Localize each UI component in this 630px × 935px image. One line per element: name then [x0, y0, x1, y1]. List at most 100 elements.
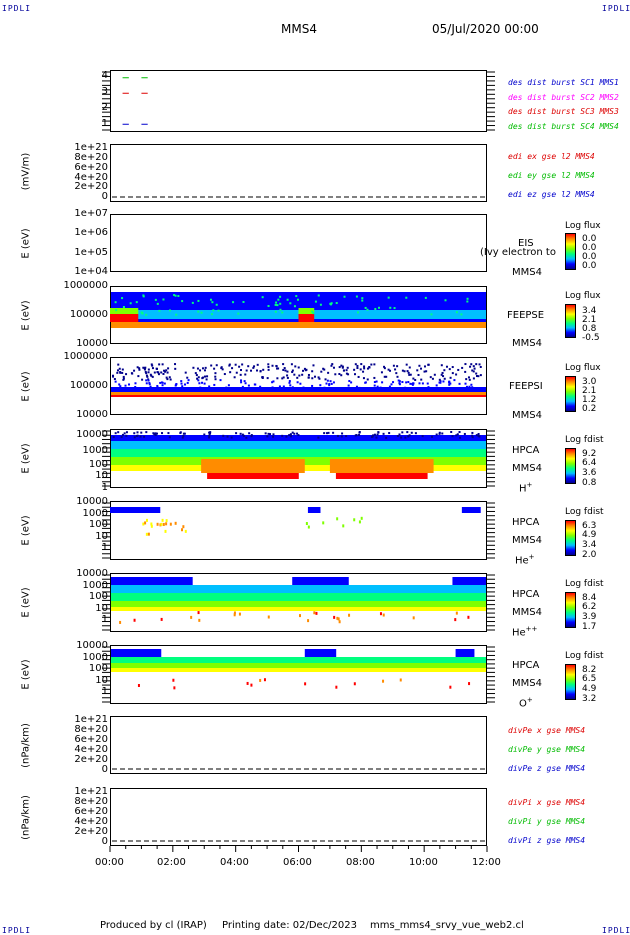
feepsi-speckle	[347, 384, 350, 387]
hpca-h-hot-region	[335, 473, 428, 479]
feepsi-speckle	[423, 370, 426, 373]
hpca-o-ytick: 10	[95, 675, 108, 686]
hpca-o-colorbar-value: 6.5	[582, 674, 597, 684]
hpca-h-speckle	[285, 435, 288, 438]
hpca-o-patch	[111, 649, 162, 659]
feepsi-speckle	[130, 372, 133, 375]
feepsi-speckle	[338, 372, 341, 375]
feepsi-speckle	[227, 384, 230, 387]
feepsi-speckle	[448, 383, 451, 386]
feepsi-speckle	[167, 367, 170, 370]
feepsi-speckle	[124, 384, 127, 387]
printing-date: Printing date: 02/Dec/2023	[222, 920, 358, 931]
feepsi-speckle	[383, 367, 386, 370]
hpca-h-speckle	[136, 431, 139, 434]
feepsi-speckle	[472, 365, 475, 368]
hpca-he-speckle	[358, 520, 361, 524]
hpca-o-speckle	[382, 679, 385, 683]
feepsi-speckle	[125, 373, 128, 376]
hpca-o-ytick: 1000	[82, 652, 108, 663]
feepsi-speckle	[220, 367, 223, 370]
feepsi-speckle	[389, 369, 392, 372]
hpca-h-speckle	[336, 434, 339, 437]
feepsi-speckle	[392, 381, 395, 384]
feepse-speckle	[215, 303, 218, 306]
feepse-speckle	[455, 311, 458, 314]
eis-colorbar-title: Log flux	[565, 221, 601, 231]
feepsi-speckle	[275, 365, 278, 368]
hpca-hepp-ytick: 10	[95, 603, 108, 614]
corner-mark-bottom-left: IPDLI	[2, 926, 32, 935]
divpe-ytick: 8e+20	[74, 724, 108, 735]
feepsi-speckle	[286, 374, 289, 377]
x-tick-label: 10:00	[409, 857, 438, 868]
feepsi-speckle	[223, 373, 226, 376]
feepsi-speckle	[157, 373, 160, 376]
feepsi-spacecraft-label: MMS4	[512, 410, 542, 421]
feepsi-speckle	[134, 385, 137, 388]
hpca-h-speckle	[266, 435, 269, 438]
feepsi-speckle	[440, 373, 443, 376]
feepse-speckle	[279, 308, 282, 311]
feepsi-speckle	[385, 375, 388, 378]
feepsi-speckle	[409, 382, 412, 385]
feepsi-speckle	[112, 374, 115, 377]
hpca-h-speckle	[398, 433, 401, 436]
divpi-ytick: 6e+20	[74, 806, 108, 817]
feepsi-speckle	[121, 368, 124, 371]
hpca-h-speckle	[181, 436, 184, 439]
hpca-he-patch	[461, 507, 481, 513]
hpca-hepp-speckle	[454, 618, 457, 622]
hpca-h-speckle	[120, 435, 123, 438]
feepse-speckle	[114, 301, 117, 304]
feepsi-speckle	[328, 384, 331, 387]
hpca-h-speckle	[250, 435, 253, 438]
feepse-speckle	[197, 299, 200, 302]
hpca-h-speckle	[281, 434, 284, 437]
burst-ytick: 4	[101, 70, 108, 81]
feepsi-speckle	[329, 380, 332, 383]
hpca-he-speckle	[184, 529, 187, 533]
edi-ytick: 2e+20	[74, 181, 108, 192]
feepse-speckle	[295, 295, 298, 298]
feepsi-speckle	[153, 371, 156, 374]
feepsi-speckle	[311, 370, 314, 373]
feepse-speckle	[274, 310, 277, 313]
feepsi-speckle	[453, 379, 456, 382]
feepsi-speckle	[205, 378, 208, 381]
feepsi-speckle	[362, 377, 365, 380]
feepsi-speckle	[341, 366, 344, 369]
feepsi-speckle	[118, 383, 121, 386]
feepse-speckle	[276, 304, 279, 307]
feepse-speckle	[296, 298, 299, 301]
hpca-he-speckle	[174, 521, 177, 525]
hpca-he-speckle	[145, 518, 148, 522]
feepse-speckle	[217, 309, 220, 312]
hpca-h-speckle	[269, 433, 272, 436]
feepsi-speckle	[359, 368, 362, 371]
feepse-speckle	[154, 298, 157, 301]
hpca-he-colorbar-title: Log fdist	[565, 507, 604, 517]
feepsi-speckle	[160, 371, 163, 374]
feepsi-speckle	[398, 380, 401, 383]
feepsi-speckle	[158, 363, 161, 366]
feepse-speckle	[466, 297, 469, 300]
feepsi-speckle	[472, 377, 475, 380]
feepsi-speckle	[229, 371, 232, 374]
feepsi-speckle	[240, 369, 243, 372]
feepsi-speckle	[243, 380, 246, 383]
feepsi-speckle	[192, 366, 195, 369]
feepsi-colorbar-value: 2.1	[582, 386, 597, 396]
feepse-colorbar	[565, 304, 576, 338]
corner-mark-top-left: IPDLI	[2, 4, 32, 13]
feepsi-speckle	[364, 381, 367, 384]
feepsi-speckle	[318, 377, 321, 380]
feepse-speckle	[319, 303, 322, 306]
feepsi-speckle	[282, 368, 285, 371]
feepsi-speckle	[238, 365, 241, 368]
hpca-h-speckle	[438, 432, 441, 435]
divpe-ytick: 0	[101, 764, 108, 775]
hpca-hepp-colorbar	[565, 592, 576, 628]
feepsi-speckle	[355, 385, 358, 388]
feepsi-speckle	[245, 369, 248, 372]
